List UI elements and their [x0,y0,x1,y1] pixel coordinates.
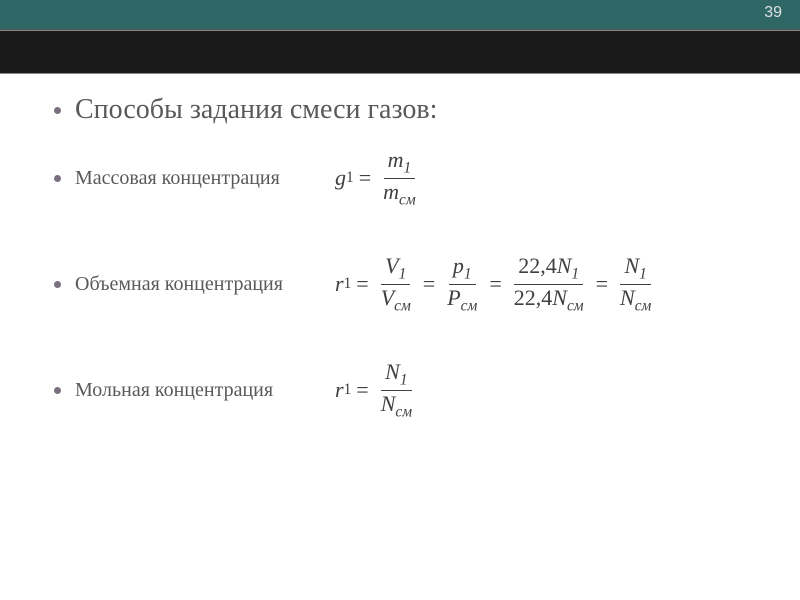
concentration-label: Объемная концентрация [75,273,335,296]
top-bar: 39 [0,0,800,30]
formula: g1=m1mсм [335,148,423,208]
bullet-icon [54,281,61,288]
dark-band [0,30,800,74]
content-area: Способы задания смеси газов: Массовая ко… [0,74,800,420]
concentration-row: Мольная концентрацияr1=N1Nсм [54,360,746,420]
bullet-icon [54,387,61,394]
concentration-label: Массовая концентрация [75,167,335,190]
formula: r1=V1Vсм=p1Pсм=22,4N122,4Nсм=N1Nсм [335,254,658,314]
concentration-row: Массовая концентрацияg1=m1mсм [54,148,746,208]
page-heading: Способы задания смеси газов: [75,94,437,126]
heading-row: Способы задания смеси газов: [54,94,746,126]
formula: r1=N1Nсм [335,360,419,420]
bullet-icon [54,107,61,114]
bullet-icon [54,175,61,182]
page-number: 39 [764,4,782,22]
concentration-label: Мольная концентрация [75,379,335,402]
concentration-row: Объемная концентрацияr1=V1Vсм=p1Pсм=22,4… [54,254,746,314]
